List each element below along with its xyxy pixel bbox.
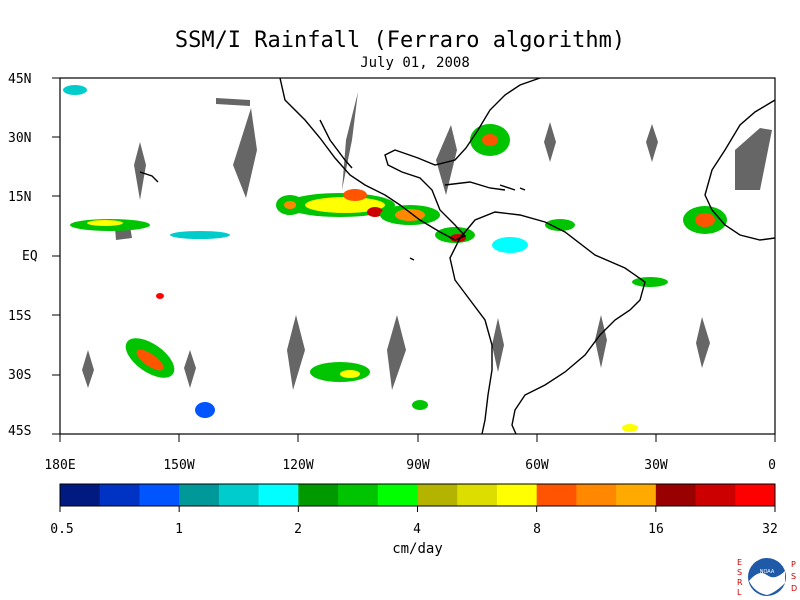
colorbar-label-32: 32 — [762, 522, 778, 537]
logo-center-text: NOAA — [760, 569, 775, 575]
colorbar-label-1: 1 — [175, 522, 183, 537]
coastlines — [139, 78, 775, 434]
colorbar-units: cm/day — [392, 541, 443, 557]
colorbar-swatch — [377, 484, 418, 506]
lat-label-45s: 45S — [8, 424, 32, 439]
logo-letter-s2: S — [791, 572, 796, 581]
logo-letter-s: S — [737, 568, 742, 577]
colorbar-swatch — [99, 484, 140, 506]
colorbar-label-4: 4 — [413, 522, 421, 537]
noaa-esrl-psd-logo: E S R L NOAA P S D — [737, 558, 797, 597]
colorbar-label-0.5: 0.5 — [50, 522, 74, 537]
colorbar — [59, 483, 776, 512]
colorbar-swatch — [60, 484, 101, 506]
colorbar-swatch — [338, 484, 379, 506]
lat-label-15n: 15N — [8, 190, 32, 205]
colorbar-swatch — [496, 484, 538, 506]
logo-letter-l: L — [737, 588, 742, 597]
colorbar-label-16: 16 — [648, 522, 664, 537]
colorbar-swatch — [258, 484, 299, 506]
colorbar-swatch — [457, 484, 498, 506]
map-ticks — [52, 77, 776, 442]
lat-label-45n: 45N — [8, 72, 32, 87]
lat-label-15s: 15S — [8, 309, 32, 324]
colorbar-label-2: 2 — [294, 522, 302, 537]
lon-label-0: 0 — [768, 458, 776, 473]
logo-letter-e: E — [737, 558, 742, 567]
colorbar-swatch — [179, 484, 220, 506]
colorbar-swatch — [735, 484, 776, 506]
lat-label-30n: 30N — [8, 131, 32, 146]
lon-label-30w: 30W — [644, 458, 668, 473]
map-date: July 01, 2008 — [360, 55, 470, 71]
colorbar-swatch — [616, 484, 657, 506]
colorbar-swatch — [218, 484, 260, 506]
colorbar-swatch — [417, 484, 458, 506]
lon-label-150w: 150W — [163, 458, 195, 473]
noaa-bird-icon — [749, 571, 785, 595]
colorbar-swatch — [655, 484, 697, 506]
colorbar-swatch — [695, 484, 736, 506]
colorbar-swatch — [576, 484, 617, 506]
logo-letter-p: P — [791, 560, 796, 569]
colorbar-label-8: 8 — [533, 522, 541, 537]
lon-label-90w: 90W — [406, 458, 430, 473]
lat-label-30s: 30S — [8, 368, 32, 383]
logo-letter-d: D — [791, 584, 797, 593]
map-title: SSM/I Rainfall (Ferraro algorithm) — [174, 28, 626, 53]
swath-gaps — [82, 92, 772, 390]
colorbar-swatch — [139, 484, 180, 506]
logo-letter-r: R — [737, 578, 743, 587]
lon-label-60w: 60W — [525, 458, 549, 473]
colorbar-swatch — [298, 484, 339, 506]
lon-label-120w: 120W — [282, 458, 314, 473]
lon-label-180e: 180E — [44, 458, 76, 473]
map-frame — [59, 77, 776, 435]
lat-label-eq: EQ — [22, 249, 38, 264]
colorbar-swatch — [536, 484, 577, 506]
rain-patches — [63, 85, 727, 432]
